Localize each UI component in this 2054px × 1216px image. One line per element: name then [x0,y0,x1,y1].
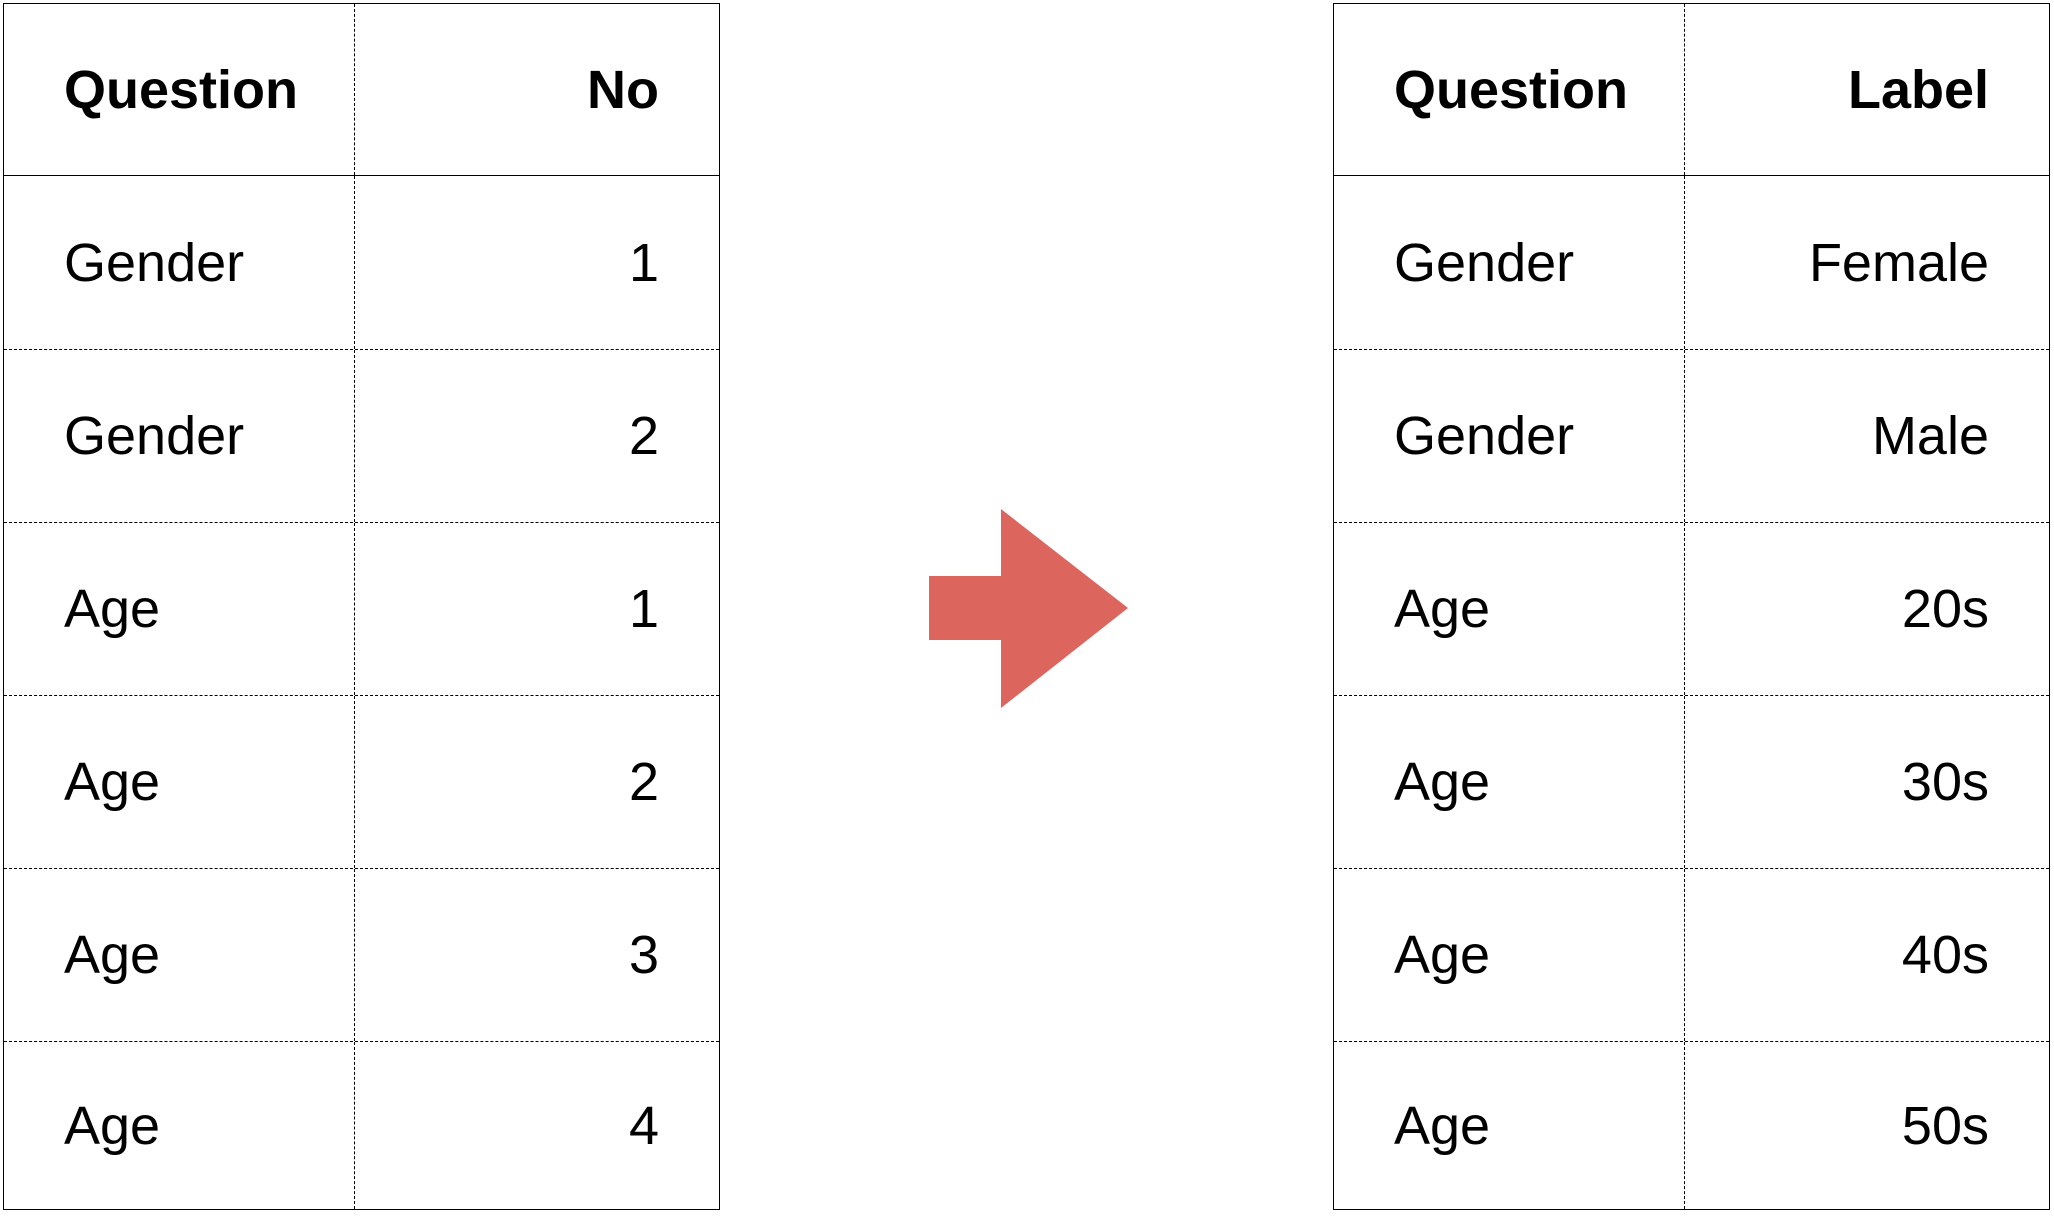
cell-question: Age [1334,869,1685,1041]
table-row: Gender Female [1334,176,2049,349]
header-no: No [587,59,659,120]
cell-no: 2 [628,752,659,812]
cell-question: Age [4,523,355,695]
right-arrow-icon [929,509,1128,708]
cell-question: Age [4,869,355,1041]
cell-label: 40s [1901,925,1989,985]
table-row: Gender Male [1334,349,2049,522]
cell-no: 1 [628,579,659,639]
table-row: Age 2 [4,695,719,868]
table-header-row: Question No [4,4,719,176]
table-header-row: Question Label [1334,4,2049,176]
header-label: Label [1847,59,1989,120]
table-row: Age 4 [4,1041,719,1209]
table-row: Gender 2 [4,349,719,522]
cell-question: Age [4,1042,355,1209]
cell-question: Gender [1334,350,1685,522]
cell-question: Age [4,696,355,868]
table-row: Age 50s [1334,1041,2049,1209]
cell-question: Age [1334,1042,1685,1209]
labeled-values-table: Question Label Gender Female Gender Male A… [1333,3,2050,1210]
cell-question: Age [1334,523,1685,695]
cell-label: 30s [1901,752,1989,812]
cell-question: Gender [4,176,355,349]
coded-values-table: Question No Gender 1 Gender 2 Age 1 Age 2 Ag… [3,3,720,1210]
table-row: Age 3 [4,868,719,1041]
table-row: Gender 1 [4,176,719,349]
table-row: Age 1 [4,522,719,695]
header-question: Question [4,4,355,175]
table-row: Age 40s [1334,868,2049,1041]
cell-label: 20s [1901,579,1989,639]
arrow-shape [929,509,1128,708]
table-row: Age 20s [1334,522,2049,695]
cell-label: Male [1871,406,1989,466]
cell-label: Female [1808,232,1989,293]
cell-question: Gender [1334,176,1685,349]
cell-no: 3 [628,925,659,985]
cell-no: 2 [628,406,659,466]
cell-label: 50s [1901,1095,1989,1156]
cell-no: 4 [628,1095,659,1156]
cell-question: Age [1334,696,1685,868]
cell-question: Gender [4,350,355,522]
header-question: Question [1334,4,1685,175]
cell-no: 1 [628,232,659,293]
table-row: Age 30s [1334,695,2049,868]
